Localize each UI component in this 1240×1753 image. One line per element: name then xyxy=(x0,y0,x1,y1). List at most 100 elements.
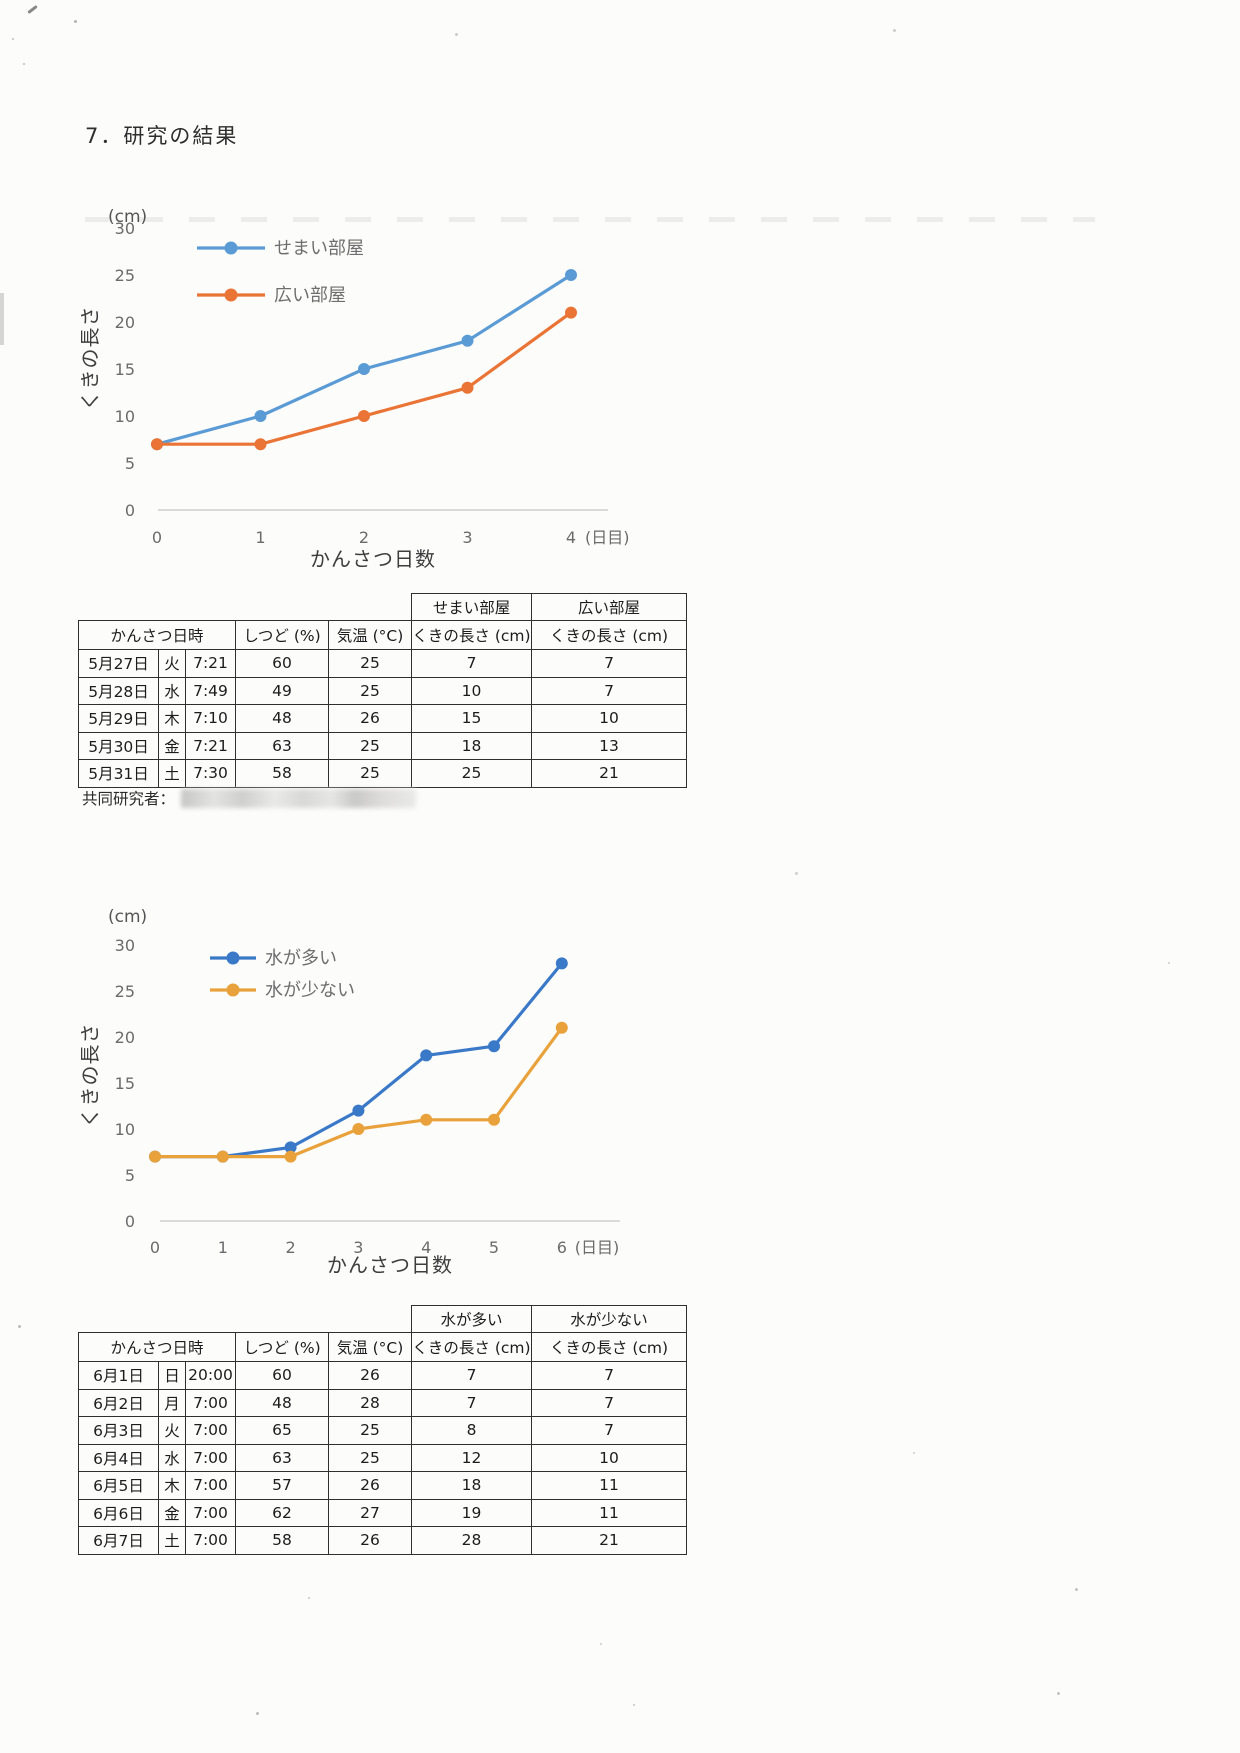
scan-speck xyxy=(256,1712,259,1715)
column-header-cell: しつど (%) xyxy=(235,1332,329,1362)
data-point xyxy=(565,269,577,281)
weekday-cell: 木 xyxy=(158,704,186,733)
humidity-cell: 63 xyxy=(235,1443,329,1472)
weekday-cell: 火 xyxy=(158,649,186,678)
legend-swatch-marker xyxy=(224,288,238,302)
data-point xyxy=(488,1113,500,1126)
column-header-cell: かんさつ日時 xyxy=(78,620,236,650)
table-row: 6月3日火 7:00 65 25 8 7 xyxy=(78,1416,687,1445)
date-cell: 5月31日 xyxy=(78,759,159,788)
time-cell: 7:10 xyxy=(185,704,236,733)
weekday-cell: 木 xyxy=(158,1471,186,1500)
group-header-cell: 広い部屋 xyxy=(531,593,687,621)
column-header-cell: しつど (%) xyxy=(235,620,329,650)
column-header-cell: 気温 (°C) xyxy=(328,1332,412,1362)
data-point xyxy=(461,381,474,394)
x-tick-label: 3 xyxy=(462,528,472,547)
data-point xyxy=(149,1150,161,1163)
table-row: 6月5日木 7:00 57 26 18 11 xyxy=(78,1471,687,1500)
y-unit-label: (cm) xyxy=(108,207,147,227)
time-cell: 7:00 xyxy=(185,1388,236,1417)
scan-speck xyxy=(795,872,798,875)
y-axis-title: くきの長さ xyxy=(78,1023,102,1128)
data-point xyxy=(284,1150,297,1163)
date-cell: 5月30日 xyxy=(78,731,159,760)
data-point xyxy=(565,306,577,319)
y-tick-label: 30 xyxy=(115,936,135,955)
group-header-spacer xyxy=(79,1306,412,1333)
collaborator-line: 共同研究者： xyxy=(82,787,417,809)
x-axis-title: かんさつ日数 xyxy=(310,547,436,571)
table-row: 5月27日火 7:21 60 25 7 7 xyxy=(78,649,687,678)
collaborator-label: 共同研究者： xyxy=(82,790,176,808)
time-cell: 7:00 xyxy=(185,1443,236,1472)
time-cell: 20:00 xyxy=(185,1361,236,1390)
weekday-cell: 日 xyxy=(158,1361,186,1390)
humidity-cell: 57 xyxy=(235,1471,329,1500)
table-row: 5月29日木 7:10 48 26 15 10 xyxy=(78,704,687,733)
y-axis-title: くきの長さ xyxy=(78,306,102,411)
stem-length-a-cell: 8 xyxy=(411,1416,532,1445)
x-tick-label: 1 xyxy=(255,528,265,547)
weekday-cell: 土 xyxy=(158,759,186,788)
stem-length-b-cell: 21 xyxy=(531,759,687,788)
stem-length-a-cell: 7 xyxy=(411,649,532,678)
date-cell: 6月3日 xyxy=(78,1416,159,1445)
scan-speck xyxy=(893,29,896,32)
column-header-cell: くきの長さ (cm) xyxy=(411,1332,532,1362)
legend-label: せまい部屋 xyxy=(274,238,364,259)
stem-length-b-cell: 11 xyxy=(531,1498,687,1527)
temperature-cell: 26 xyxy=(328,1471,412,1500)
temperature-cell: 25 xyxy=(328,731,412,760)
humidity-cell: 48 xyxy=(235,704,329,733)
data-point xyxy=(461,334,474,347)
humidity-cell: 58 xyxy=(235,759,329,788)
scan-speck xyxy=(12,38,14,40)
section-title: 7．研究の結果 xyxy=(85,124,239,148)
legend-label: 水が少ない xyxy=(265,980,355,1001)
data-point xyxy=(151,438,163,451)
temperature-cell: 25 xyxy=(328,676,412,705)
date-cell: 6月1日 xyxy=(78,1361,159,1390)
weekday-cell: 水 xyxy=(158,1443,186,1472)
temperature-cell: 25 xyxy=(328,1443,412,1472)
table-row: 6月6日金 7:00 62 27 19 11 xyxy=(78,1498,687,1527)
stem-length-b-cell: 10 xyxy=(531,704,687,733)
weekday-cell: 土 xyxy=(158,1526,186,1555)
series-line xyxy=(155,311,573,446)
date-cell: 5月28日 xyxy=(78,676,159,705)
y-tick-label: 15 xyxy=(115,1074,135,1093)
scan-artifact-smudge xyxy=(0,293,4,345)
stem-length-a-cell: 12 xyxy=(411,1443,532,1472)
data-point xyxy=(284,1141,297,1154)
x-axis-title: かんさつ日数 xyxy=(327,1253,453,1277)
table-row: 6月4日水 7:00 63 25 12 10 xyxy=(78,1443,687,1472)
data-point xyxy=(420,1049,433,1062)
scan-speck xyxy=(1057,1692,1060,1695)
temperature-cell: 26 xyxy=(328,1361,412,1390)
scan-speck xyxy=(18,1325,21,1328)
stem-length-a-cell: 19 xyxy=(411,1498,532,1527)
time-cell: 7:00 xyxy=(185,1416,236,1445)
column-header-cell: かんさつ日時 xyxy=(78,1332,236,1362)
stem-length-b-cell: 10 xyxy=(531,1443,687,1472)
legend-swatch-marker xyxy=(224,241,238,255)
temperature-cell: 27 xyxy=(328,1498,412,1527)
stem-length-a-cell: 28 xyxy=(411,1526,532,1555)
column-header-cell: 気温 (°C) xyxy=(328,620,412,650)
temperature-cell: 25 xyxy=(328,649,412,678)
scan-speck xyxy=(1168,962,1170,964)
stem-length-b-cell: 11 xyxy=(531,1471,687,1500)
data-point xyxy=(352,1123,365,1135)
time-cell: 7:00 xyxy=(185,1498,236,1527)
stem-length-a-cell: 18 xyxy=(411,1471,532,1500)
x-tick-label: 4 xyxy=(421,1238,431,1257)
x-tick-label: 3 xyxy=(353,1238,363,1257)
y-tick-label: 15 xyxy=(115,360,135,379)
table-row: 6月1日日 20:00 60 26 7 7 xyxy=(78,1361,687,1390)
y-tick-label: 10 xyxy=(115,407,135,426)
temperature-cell: 28 xyxy=(328,1388,412,1417)
data-point xyxy=(216,1150,229,1163)
legend-swatch-marker xyxy=(226,983,240,997)
weekday-cell: 月 xyxy=(158,1388,186,1417)
